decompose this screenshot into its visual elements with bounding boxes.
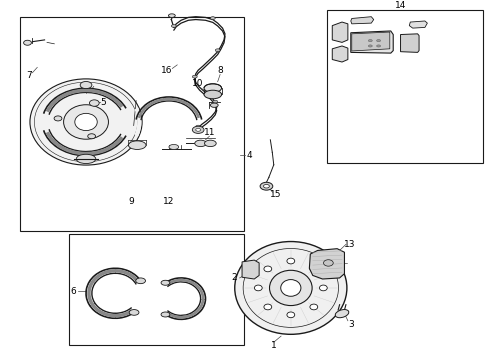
Ellipse shape bbox=[203, 90, 221, 99]
Ellipse shape bbox=[195, 129, 200, 131]
Text: 4: 4 bbox=[246, 151, 252, 160]
Ellipse shape bbox=[367, 45, 371, 47]
Ellipse shape bbox=[264, 266, 271, 272]
Ellipse shape bbox=[263, 184, 269, 188]
Text: 3: 3 bbox=[347, 320, 353, 329]
Ellipse shape bbox=[194, 140, 206, 147]
Polygon shape bbox=[351, 32, 389, 51]
Text: 5: 5 bbox=[100, 98, 106, 107]
Text: 7: 7 bbox=[26, 71, 32, 80]
Ellipse shape bbox=[168, 144, 178, 149]
Ellipse shape bbox=[129, 310, 139, 315]
Ellipse shape bbox=[195, 125, 200, 128]
Ellipse shape bbox=[128, 141, 146, 149]
Text: 1: 1 bbox=[270, 341, 276, 350]
Ellipse shape bbox=[264, 304, 271, 310]
Ellipse shape bbox=[75, 113, 97, 131]
Text: 2: 2 bbox=[230, 274, 236, 283]
Text: 15: 15 bbox=[270, 190, 282, 199]
Polygon shape bbox=[408, 21, 427, 28]
Ellipse shape bbox=[168, 14, 175, 17]
Ellipse shape bbox=[136, 278, 145, 284]
Ellipse shape bbox=[161, 312, 169, 317]
Polygon shape bbox=[350, 31, 392, 53]
Polygon shape bbox=[400, 34, 418, 53]
Ellipse shape bbox=[323, 260, 332, 266]
Ellipse shape bbox=[203, 84, 221, 93]
Text: 11: 11 bbox=[203, 128, 215, 137]
Ellipse shape bbox=[161, 280, 169, 285]
Text: 6: 6 bbox=[70, 287, 76, 296]
Ellipse shape bbox=[376, 45, 380, 47]
Ellipse shape bbox=[335, 310, 348, 318]
Ellipse shape bbox=[367, 40, 371, 42]
Bar bbox=[20, 17, 244, 231]
Ellipse shape bbox=[210, 103, 218, 107]
Ellipse shape bbox=[192, 75, 197, 78]
Ellipse shape bbox=[87, 134, 95, 139]
Ellipse shape bbox=[254, 285, 262, 291]
Text: 9: 9 bbox=[128, 197, 134, 206]
Text: 14: 14 bbox=[394, 1, 406, 10]
Ellipse shape bbox=[212, 100, 217, 103]
Bar bbox=[69, 234, 244, 345]
Ellipse shape bbox=[286, 312, 294, 318]
Ellipse shape bbox=[171, 24, 176, 27]
Ellipse shape bbox=[309, 266, 317, 272]
Ellipse shape bbox=[30, 79, 142, 165]
Ellipse shape bbox=[309, 304, 317, 310]
Ellipse shape bbox=[215, 49, 220, 52]
Ellipse shape bbox=[260, 182, 272, 190]
Ellipse shape bbox=[192, 126, 203, 134]
Ellipse shape bbox=[286, 258, 294, 264]
Polygon shape bbox=[242, 260, 259, 279]
Ellipse shape bbox=[319, 285, 326, 291]
Ellipse shape bbox=[54, 116, 62, 121]
Ellipse shape bbox=[80, 81, 92, 89]
Bar bbox=[327, 10, 483, 163]
Text: 16: 16 bbox=[161, 67, 172, 76]
Ellipse shape bbox=[376, 40, 380, 42]
Polygon shape bbox=[350, 17, 373, 24]
Ellipse shape bbox=[210, 17, 215, 19]
Polygon shape bbox=[309, 249, 344, 279]
Ellipse shape bbox=[63, 105, 108, 139]
Ellipse shape bbox=[23, 40, 31, 45]
Polygon shape bbox=[331, 22, 347, 42]
Text: 12: 12 bbox=[163, 197, 174, 206]
Text: 10: 10 bbox=[192, 79, 203, 88]
Ellipse shape bbox=[204, 140, 216, 147]
Ellipse shape bbox=[76, 154, 96, 163]
Polygon shape bbox=[331, 46, 347, 62]
Text: 8: 8 bbox=[217, 67, 223, 76]
Ellipse shape bbox=[89, 100, 99, 106]
Text: 13: 13 bbox=[343, 240, 354, 249]
Ellipse shape bbox=[280, 280, 300, 296]
Ellipse shape bbox=[234, 242, 346, 334]
Ellipse shape bbox=[269, 270, 311, 306]
